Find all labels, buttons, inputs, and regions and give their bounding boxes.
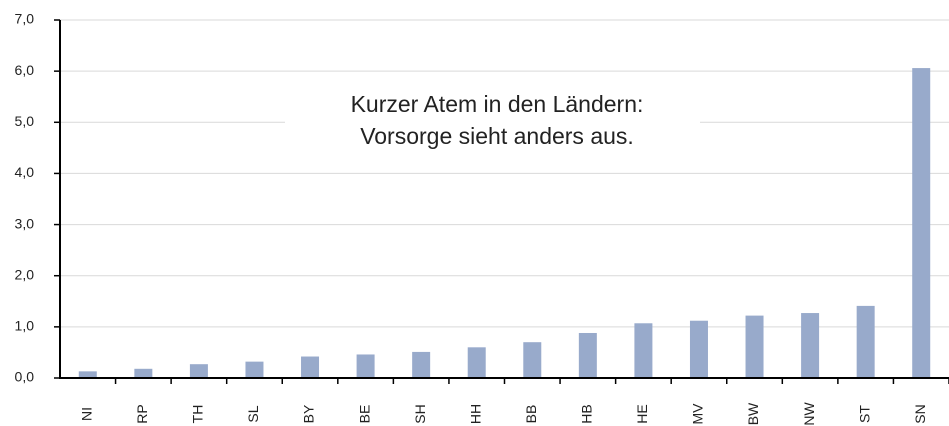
bar bbox=[523, 342, 542, 378]
bar bbox=[912, 68, 931, 379]
x-tick-label: ST bbox=[856, 405, 872, 423]
bar bbox=[856, 305, 875, 378]
bar bbox=[412, 351, 431, 378]
y-tick-label: 3,0 bbox=[15, 215, 35, 231]
bar bbox=[467, 347, 486, 378]
x-tick-label: SN bbox=[912, 404, 928, 423]
bar bbox=[801, 313, 820, 378]
y-tick-label: 5,0 bbox=[15, 113, 35, 129]
bar bbox=[301, 356, 320, 378]
x-tick-label: BY bbox=[301, 404, 317, 423]
annotation: Kurzer Atem in den Ländern: bbox=[351, 91, 644, 117]
bar bbox=[689, 320, 708, 378]
x-tick-label: NW bbox=[801, 402, 817, 426]
x-tick-label: HB bbox=[579, 404, 595, 423]
bar bbox=[578, 332, 597, 378]
x-tick-label: BW bbox=[745, 402, 761, 425]
y-tick-label: 0,0 bbox=[15, 369, 35, 385]
bar bbox=[78, 371, 97, 378]
annotation: Vorsorge sieht anders aus. bbox=[360, 123, 634, 149]
x-tick-label: SH bbox=[412, 404, 428, 423]
bar bbox=[245, 361, 264, 378]
x-tick-label: RP bbox=[134, 404, 150, 423]
bar bbox=[356, 354, 375, 378]
bar bbox=[134, 368, 153, 378]
x-tick-label: BB bbox=[523, 405, 539, 424]
x-tick-label: SL bbox=[245, 405, 261, 422]
x-tick-label: NI bbox=[78, 407, 94, 421]
x-tick-label: HE bbox=[634, 404, 650, 423]
bar bbox=[634, 323, 653, 378]
x-tick-label: MV bbox=[690, 403, 706, 425]
bar bbox=[745, 315, 764, 378]
x-tick-label: HH bbox=[467, 404, 483, 424]
y-tick-label: 7,0 bbox=[15, 11, 35, 27]
x-tick-label: TH bbox=[190, 405, 206, 424]
x-tick-label: BE bbox=[356, 405, 372, 424]
y-tick-label: 6,0 bbox=[15, 62, 35, 78]
bar bbox=[189, 364, 208, 378]
y-tick-label: 2,0 bbox=[15, 266, 35, 282]
annotation-box bbox=[285, 88, 700, 154]
y-tick-label: 1,0 bbox=[15, 318, 35, 334]
y-tick-label: 4,0 bbox=[15, 164, 35, 180]
